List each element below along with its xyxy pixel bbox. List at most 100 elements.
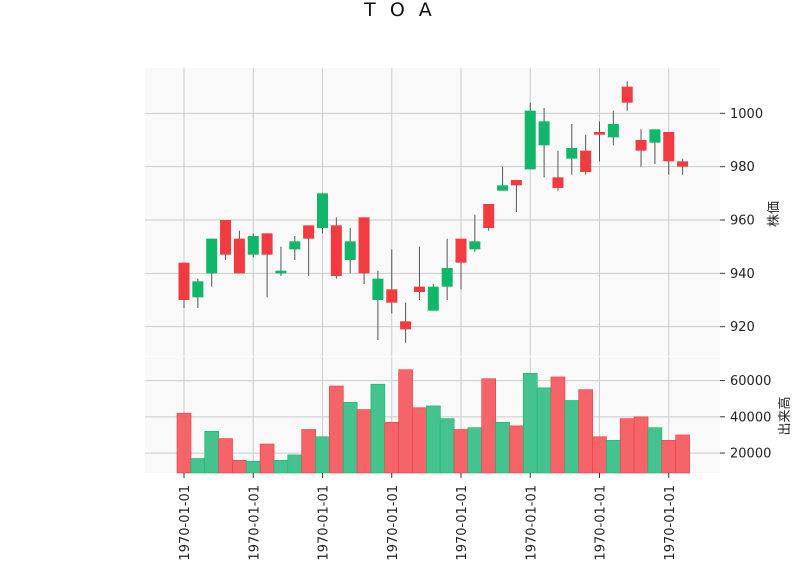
volume-bar-down bbox=[453, 429, 469, 474]
volume-bar-down bbox=[509, 425, 524, 474]
candle-body-up bbox=[192, 281, 204, 298]
candle-body-down bbox=[220, 220, 232, 255]
x-axis-ticks: 1970-01-01 1970-01-01 1970-01-01 1970-01-01… bbox=[178, 473, 678, 561]
candle-body-down bbox=[594, 132, 605, 135]
candle-body-up bbox=[427, 286, 439, 311]
volume-bar-up bbox=[647, 427, 663, 474]
candle-body-down bbox=[621, 86, 633, 103]
candle-body-down bbox=[635, 140, 647, 151]
candle-body-down bbox=[330, 225, 342, 276]
price-panel-background bbox=[145, 68, 720, 356]
volume-bar-down bbox=[592, 436, 607, 474]
price-tick-label: 920 bbox=[730, 320, 755, 335]
volume-bar-down bbox=[481, 378, 497, 474]
x-tick-label: 1970-01-01 bbox=[663, 485, 678, 561]
volume-bar-down bbox=[675, 434, 690, 474]
volume-bar-down bbox=[550, 376, 566, 474]
price-axis-ticks: 920 940 960 980 1000 bbox=[720, 107, 763, 335]
candle-body-up bbox=[344, 241, 356, 260]
candle-body-up bbox=[275, 270, 287, 274]
volume-bar-up bbox=[245, 460, 261, 474]
volume-axis-ticks: 20000 40000 60000 bbox=[720, 374, 771, 462]
volume-bar-up bbox=[273, 460, 289, 474]
price-panel: 920 940 960 980 1000 bbox=[145, 68, 763, 356]
volume-bar-down bbox=[578, 389, 593, 474]
volume-bar-down bbox=[329, 385, 344, 474]
volume-bar-down bbox=[176, 412, 192, 474]
volume-bar-down bbox=[218, 438, 233, 474]
candle-body-down bbox=[677, 161, 689, 167]
volume-bar-up bbox=[536, 387, 552, 474]
candle-body-up bbox=[247, 236, 259, 255]
volume-tick-label: 40000 bbox=[730, 410, 771, 425]
volume-bar-up bbox=[606, 440, 621, 474]
volume-bar-up bbox=[564, 400, 580, 474]
candle-body-up bbox=[649, 129, 661, 143]
candle-body-down bbox=[483, 204, 495, 228]
candle-body-down bbox=[413, 286, 425, 292]
volume-bar-down bbox=[619, 418, 635, 474]
volume-bar-up bbox=[190, 458, 206, 474]
x-tick-label: 1970-01-01 bbox=[178, 485, 193, 561]
volume-bar-down bbox=[259, 443, 275, 474]
candle-body-up bbox=[566, 148, 578, 159]
volume-bar-down bbox=[398, 369, 413, 474]
x-tick-label: 1970-01-01 bbox=[247, 485, 262, 561]
candle-body-down bbox=[455, 238, 467, 263]
x-tick-label: 1970-01-01 bbox=[455, 485, 470, 561]
volume-bar-up bbox=[439, 418, 455, 474]
x-tick-label: 1970-01-01 bbox=[317, 485, 332, 561]
candle-body-up bbox=[441, 268, 453, 287]
volume-bar-down bbox=[633, 416, 649, 474]
volume-bar-up bbox=[204, 431, 219, 474]
volume-bar-up bbox=[370, 383, 386, 474]
volume-bar-down bbox=[384, 421, 400, 474]
volume-bar-up bbox=[342, 402, 358, 474]
x-tick-label: 1970-01-01 bbox=[386, 485, 401, 561]
volume-bar-up bbox=[287, 454, 303, 474]
candle-body-down bbox=[233, 238, 245, 274]
price-tick-label: 960 bbox=[730, 214, 755, 229]
volume-bar-up bbox=[315, 436, 330, 474]
candle-body-down bbox=[552, 177, 564, 188]
candle-body-up bbox=[538, 121, 550, 146]
candle-body-up bbox=[469, 241, 481, 250]
candle-body-up bbox=[372, 278, 384, 300]
price-tick-label: 1000 bbox=[730, 107, 763, 122]
candle-body-up bbox=[289, 241, 301, 250]
volume-bars bbox=[176, 369, 690, 474]
candle-body-down bbox=[386, 289, 398, 303]
candle-body-up bbox=[607, 124, 619, 138]
price-axis-label: 株価 bbox=[767, 201, 782, 227]
volume-tick-label: 20000 bbox=[730, 447, 771, 462]
volume-panel: 20000 40000 60000 bbox=[145, 357, 771, 474]
volume-bar-up bbox=[467, 427, 483, 474]
volume-bar-down bbox=[301, 429, 316, 474]
candle-body-down bbox=[358, 217, 370, 274]
candles bbox=[178, 81, 689, 343]
volume-bar-up bbox=[522, 373, 538, 474]
volume-bar-down bbox=[661, 440, 677, 474]
candle-body-down bbox=[510, 180, 522, 186]
candle-body-up bbox=[206, 238, 218, 274]
price-tick-label: 940 bbox=[730, 267, 755, 282]
candle-body-up bbox=[497, 185, 509, 191]
price-tick-label: 980 bbox=[730, 160, 755, 175]
candle-body-down bbox=[580, 150, 592, 172]
candle-body-up bbox=[317, 193, 328, 228]
volume-bar-down bbox=[412, 407, 427, 474]
chart-title: T O A bbox=[363, 0, 436, 21]
x-tick-label: 1970-01-01 bbox=[594, 485, 609, 561]
volume-axis-label: 出来高 bbox=[777, 396, 793, 435]
volume-bar-up bbox=[495, 421, 510, 474]
volume-bar-down bbox=[356, 409, 372, 474]
candle-body-down bbox=[400, 321, 412, 330]
candle-body-up bbox=[524, 110, 536, 170]
candle-body-down bbox=[261, 233, 273, 255]
volume-bar-down bbox=[232, 460, 247, 474]
x-tick-label: 1970-01-01 bbox=[524, 485, 539, 561]
volume-bar-up bbox=[425, 405, 441, 474]
candle-body-down bbox=[663, 132, 675, 162]
volume-tick-label: 60000 bbox=[730, 374, 771, 389]
